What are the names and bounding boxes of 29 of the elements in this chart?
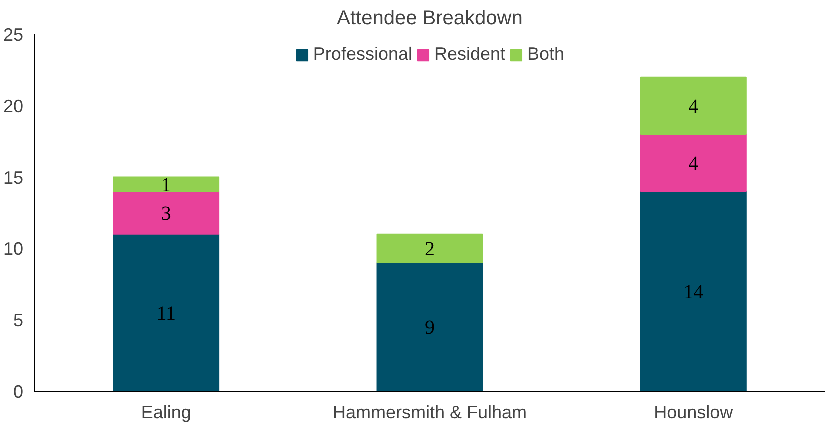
bar [376, 234, 484, 264]
data-label: 4 [688, 153, 699, 176]
y-tick-label: 15 [3, 168, 24, 188]
chart-title: Attendee Breakdown [337, 8, 523, 30]
x-tick-label: Hounslow [654, 402, 734, 422]
bar [113, 176, 220, 192]
y-tick-label: 5 [13, 310, 24, 331]
data-label: 4 [688, 96, 699, 118]
bar [113, 234, 220, 392]
y-tick-label: 0 [13, 382, 24, 402]
legend-label: Both [528, 44, 565, 65]
data-label: 2 [425, 238, 435, 261]
legend-label: Resident [434, 44, 506, 65]
legend-label: Professional [313, 44, 412, 65]
x-tick-label: Ealing [141, 402, 192, 422]
bar [640, 76, 747, 135]
data-label: 11 [156, 302, 176, 325]
data-label: 3 [161, 203, 172, 225]
bar [113, 191, 220, 235]
bar [640, 191, 747, 392]
data-label: 1 [161, 174, 172, 196]
y-tick-label: 10 [3, 239, 24, 260]
x-tick-label: Hammersmith & Fulham [332, 402, 528, 422]
data-label: 9 [425, 317, 435, 340]
y-tick-label: 20 [3, 96, 24, 116]
bar [376, 262, 484, 392]
y-tick-label: 25 [3, 25, 24, 45]
bar [640, 134, 747, 192]
data-label: 14 [684, 282, 704, 304]
